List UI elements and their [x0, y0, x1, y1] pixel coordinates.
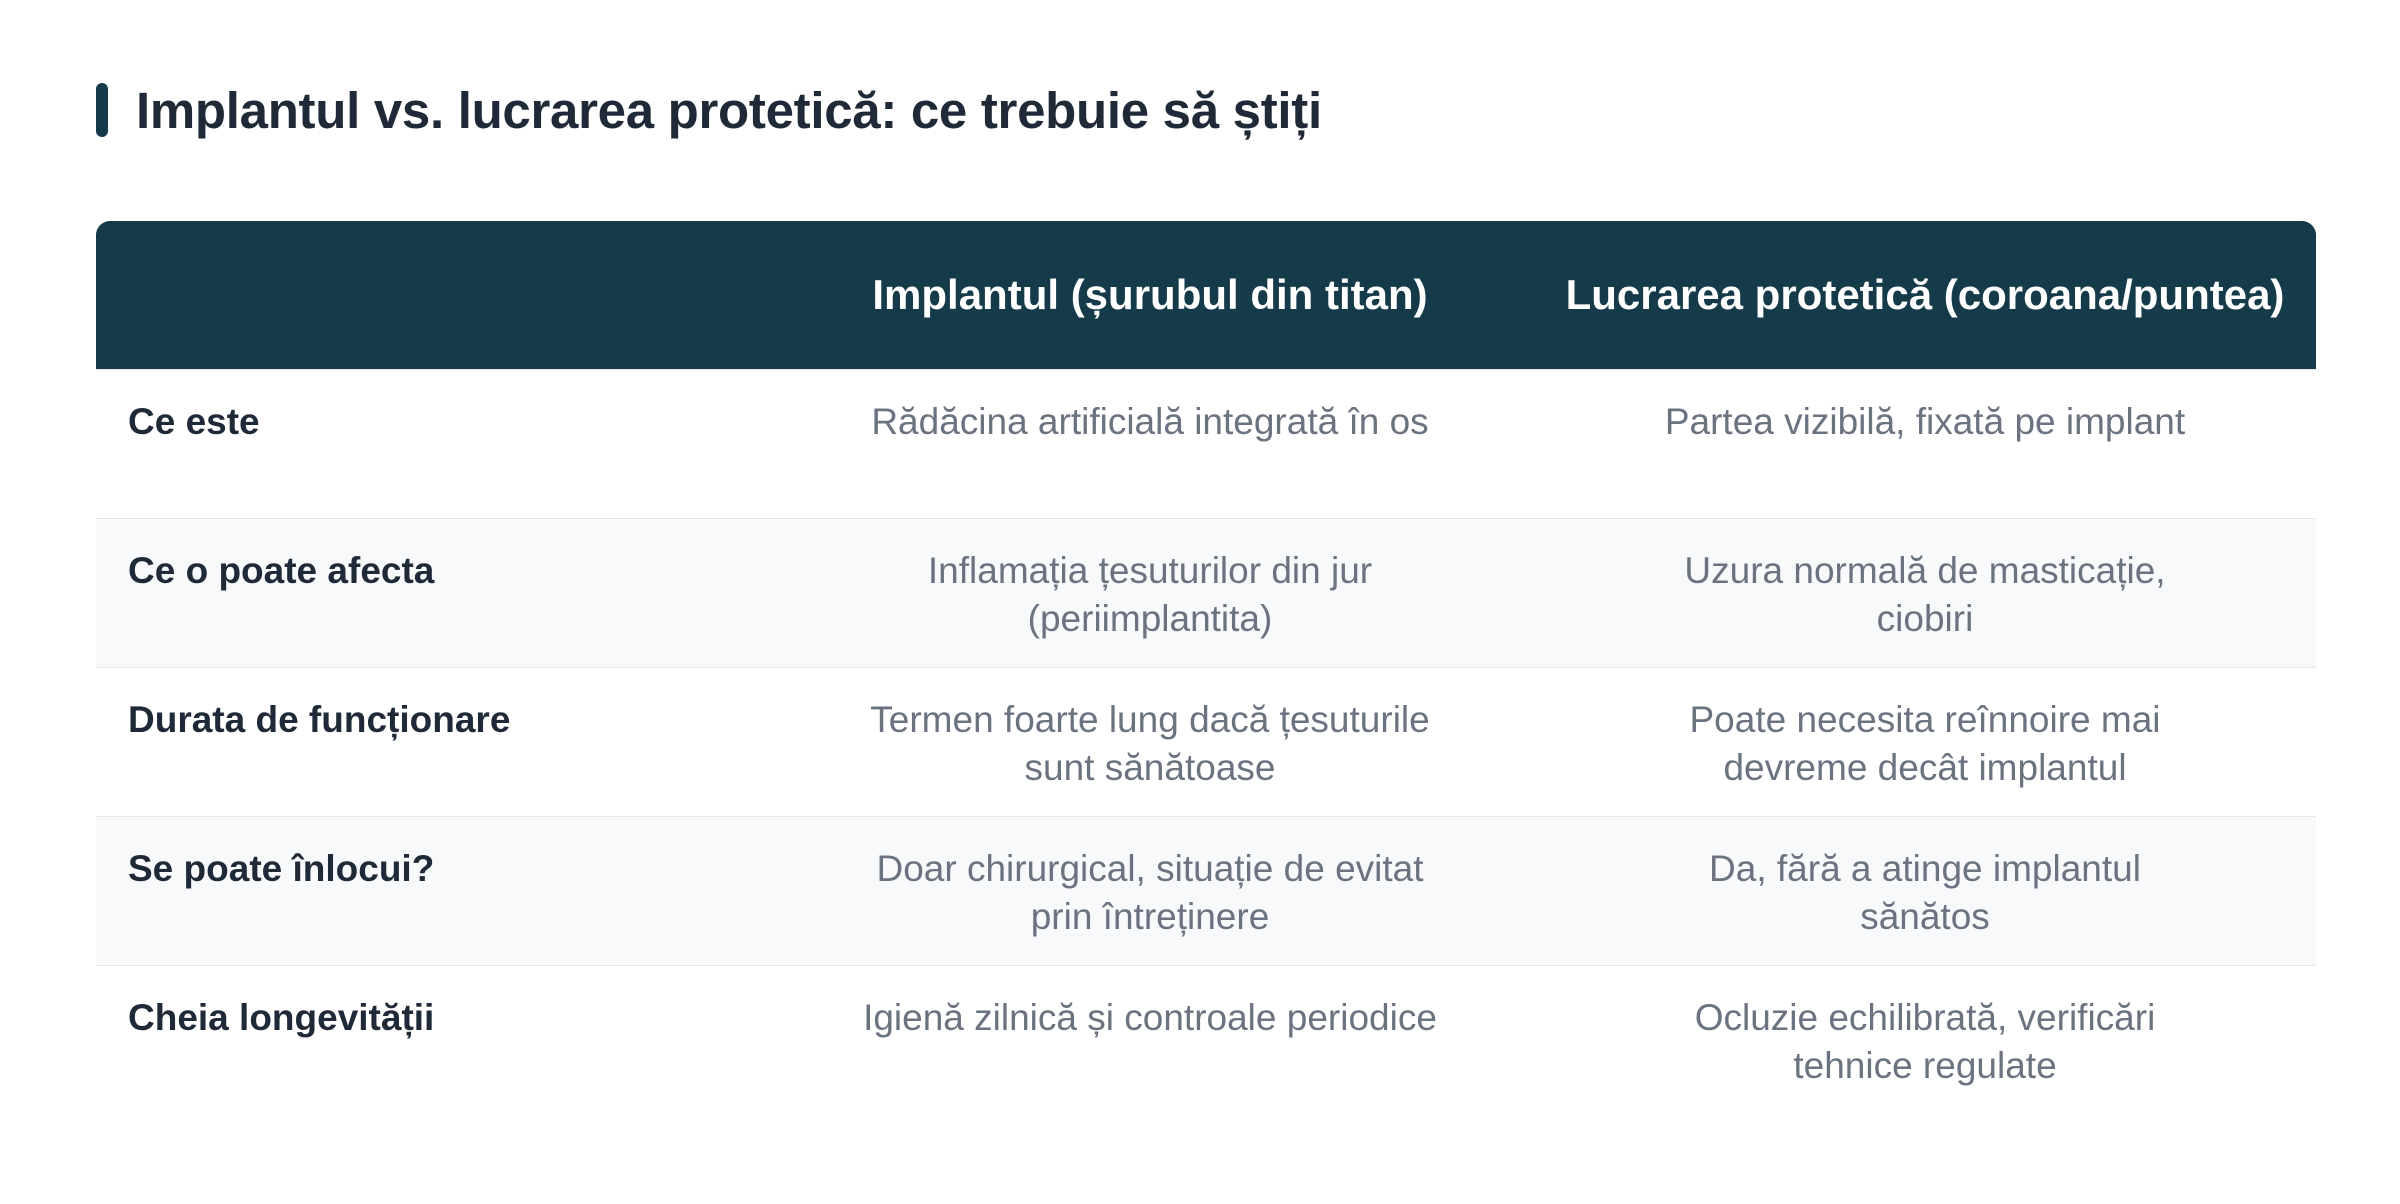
title-accent-bar: [96, 83, 108, 137]
page-title: Implantul vs. lucrarea protetică: ce tre…: [136, 81, 1322, 139]
prosthesis-cell: Poate necesita reînnoire mai devreme dec…: [1689, 699, 2161, 788]
prosthesis-cell: Uzura normală de masticație, ciobiri: [1684, 550, 2166, 639]
implant-cell: Inflamația țesuturilor din jur (periimpl…: [927, 550, 1373, 639]
table-row: Ce este Rădăcina artificială integrată î…: [96, 369, 2316, 518]
implant-cell: Rădăcina artificială integrată în os: [871, 401, 1429, 442]
prosthesis-cell: Da, fără a atinge implantul sănătos: [1709, 848, 2141, 937]
header-cell-prosthesis: Lucrarea protetică (coroana/puntea): [1565, 271, 2285, 318]
row-label: Se poate înlocui?: [128, 848, 435, 889]
implant-cell: Termen foarte lung dacă țesuturile sunt …: [870, 699, 1430, 788]
table-header: Implantul (șurubul din titan) Lucrarea p…: [96, 221, 2316, 369]
row-label: Cheia longevității: [128, 997, 435, 1038]
row-label: Ce o poate afecta: [128, 550, 435, 591]
prosthesis-cell: Ocluzie echilibrată, verificări tehnice …: [1694, 997, 2156, 1086]
implant-cell: Doar chirurgical, situație de evitat pri…: [876, 848, 1424, 937]
table-row: Ce o poate afecta Inflamația țesuturilor…: [96, 518, 2316, 667]
comparison-table: Implantul (șurubul din titan) Lucrarea p…: [96, 221, 2316, 1114]
row-label: Durata de funcționare: [128, 699, 511, 740]
table-row: Se poate înlocui? Doar chirurgical, situ…: [96, 816, 2316, 965]
table-row: Cheia longevității Igienă zilnică și con…: [96, 965, 2316, 1114]
table-row: Durata de funcționare Termen foarte lung…: [96, 667, 2316, 816]
header-cell-implant: Implantul (șurubul din titan): [872, 271, 1428, 318]
implant-cell: Igienă zilnică și controale periodice: [863, 997, 1437, 1038]
page-header: Implantul vs. lucrarea protetică: ce tre…: [96, 78, 1322, 142]
row-label: Ce este: [128, 401, 260, 442]
prosthesis-cell: Partea vizibilă, fixată pe implant: [1664, 401, 2186, 442]
